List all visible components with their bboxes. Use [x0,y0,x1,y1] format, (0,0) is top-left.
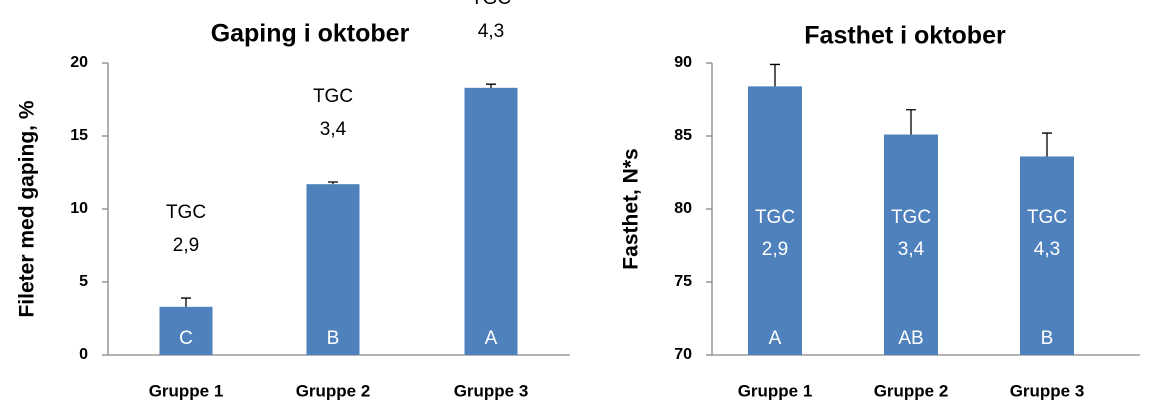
group-letter: B [327,328,340,349]
bar-annotation: 3,4 [898,239,925,260]
x-tick-label: Gruppe 1 [149,381,224,400]
bar [306,184,360,355]
error-bar [328,181,338,185]
y-axis-label: Fasthet, N*s [620,148,643,269]
x-tick-label: Gruppe 2 [296,381,371,400]
bar-annotation: 2,9 [173,235,199,256]
bar [464,87,518,355]
y-tick-label: 85 [674,127,692,144]
y-tick-label: 70 [674,346,692,363]
bar [884,134,938,355]
group-letter: AB [898,328,923,349]
bar-annotation: TGC [313,86,353,107]
group-letter: C [179,328,193,349]
bar-annotation: 2,9 [762,239,788,260]
group-letter: A [769,328,782,349]
error-bar [1042,132,1052,157]
y-tick-label: 5 [79,273,88,290]
y-tick-label: 90 [674,54,692,71]
bar-annotation: 4,3 [1034,239,1060,260]
bar-annotation: TGC [1027,207,1067,228]
bar-annotation: TGC [471,0,511,9]
bar-annotation: 3,4 [320,119,347,140]
x-tick-label: Gruppe 3 [454,381,529,400]
y-tick-label: 75 [674,273,692,290]
bar [748,86,802,356]
y-tick-label: 15 [70,127,88,144]
chart-title: Gaping i oktober [211,20,410,48]
bar [159,306,213,355]
bar-annotation: TGC [891,207,931,228]
error-bar [486,83,496,88]
bar-annotation: TGC [755,207,795,228]
y-tick-label: 20 [70,54,88,71]
error-bar [906,109,916,135]
y-axis-label: Fileter med gaping, % [16,100,39,317]
y-tick-label: 0 [79,346,88,363]
group-letter: B [1041,328,1054,349]
x-tick-label: Gruppe 2 [874,381,949,400]
bar [1020,156,1074,355]
x-tick-label: Gruppe 1 [738,381,813,400]
y-tick-label: 80 [674,200,692,217]
error-bar [770,63,780,87]
chart-title: Fasthet i oktober [804,22,1006,50]
error-bar [181,297,191,307]
bar-annotation: 4,3 [478,21,504,42]
y-tick-label: 10 [70,200,88,217]
bar-annotation: TGC [166,202,206,223]
group-letter: A [485,328,498,349]
x-tick-label: Gruppe 3 [1010,381,1085,400]
